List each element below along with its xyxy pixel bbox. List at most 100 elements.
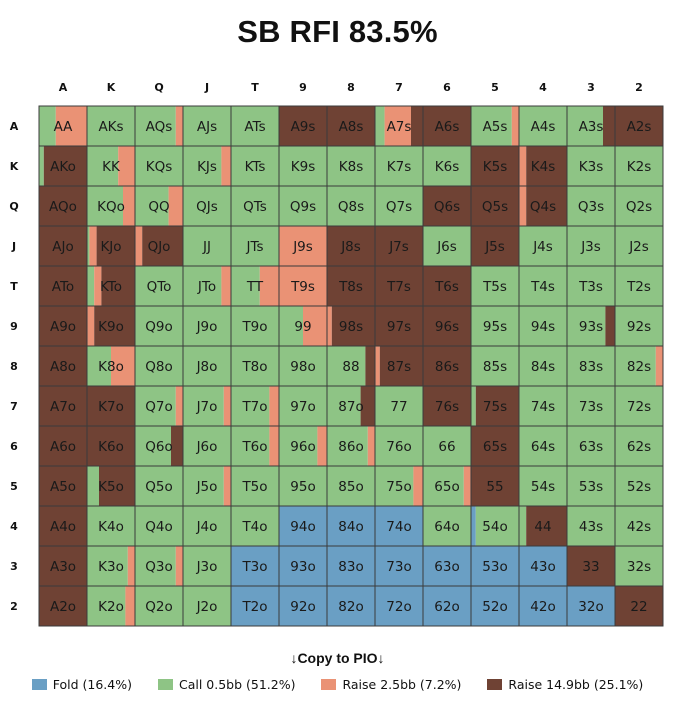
hand-cell-T2o[interactable]: T2o <box>230 585 280 627</box>
hand-cell-K8s[interactable]: K8s <box>326 145 376 187</box>
hand-cell-AQo[interactable]: AQo <box>38 185 88 227</box>
hand-cell-42s[interactable]: 42s <box>614 505 664 547</box>
hand-cell-JJ[interactable]: JJ <box>182 225 232 267</box>
hand-cell-A5o[interactable]: A5o <box>38 465 88 507</box>
hand-cell-T7s[interactable]: T7s <box>374 265 424 307</box>
hand-cell-Q8s[interactable]: Q8s <box>326 185 376 227</box>
hand-cell-T8o[interactable]: T8o <box>230 345 280 387</box>
hand-cell-K4o[interactable]: K4o <box>86 505 136 547</box>
hand-cell-95s[interactable]: 95s <box>470 305 520 347</box>
hand-cell-K5s[interactable]: K5s <box>470 145 520 187</box>
hand-cell-ATs[interactable]: ATs <box>230 105 280 147</box>
hand-cell-AJs[interactable]: AJs <box>182 105 232 147</box>
hand-cell-53o[interactable]: 53o <box>470 545 520 587</box>
hand-cell-J2o[interactable]: J2o <box>182 585 232 627</box>
hand-cell-Q9o[interactable]: Q9o <box>134 305 184 347</box>
hand-cell-32s[interactable]: 32s <box>614 545 664 587</box>
hand-cell-93s[interactable]: 93s <box>566 305 616 347</box>
hand-cell-A7s[interactable]: A7s <box>374 105 424 147</box>
hand-cell-82s[interactable]: 82s <box>614 345 664 387</box>
hand-cell-KQo[interactable]: KQo <box>86 185 136 227</box>
hand-cell-J8o[interactable]: J8o <box>182 345 232 387</box>
hand-cell-92o[interactable]: 92o <box>278 585 328 627</box>
hand-cell-AJo[interactable]: AJo <box>38 225 88 267</box>
hand-cell-QJs[interactable]: QJs <box>182 185 232 227</box>
hand-cell-65s[interactable]: 65s <box>470 425 520 467</box>
hand-cell-86o[interactable]: 86o <box>326 425 376 467</box>
hand-cell-J4o[interactable]: J4o <box>182 505 232 547</box>
hand-cell-A2o[interactable]: A2o <box>38 585 88 627</box>
hand-cell-66[interactable]: 66 <box>422 425 472 467</box>
hand-cell-74s[interactable]: 74s <box>518 385 568 427</box>
hand-cell-K5o[interactable]: K5o <box>86 465 136 507</box>
hand-cell-Q7s[interactable]: Q7s <box>374 185 424 227</box>
hand-cell-J2s[interactable]: J2s <box>614 225 664 267</box>
hand-cell-J8s[interactable]: J8s <box>326 225 376 267</box>
hand-cell-A9o[interactable]: A9o <box>38 305 88 347</box>
hand-cell-A3o[interactable]: A3o <box>38 545 88 587</box>
hand-cell-74o[interactable]: 74o <box>374 505 424 547</box>
hand-cell-Q8o[interactable]: Q8o <box>134 345 184 387</box>
hand-cell-97s[interactable]: 97s <box>374 305 424 347</box>
hand-cell-75o[interactable]: 75o <box>374 465 424 507</box>
hand-cell-Q2s[interactable]: Q2s <box>614 185 664 227</box>
hand-cell-53s[interactable]: 53s <box>566 465 616 507</box>
hand-cell-98o[interactable]: 98o <box>278 345 328 387</box>
hand-cell-32o[interactable]: 32o <box>566 585 616 627</box>
hand-cell-64o[interactable]: 64o <box>422 505 472 547</box>
hand-cell-A8o[interactable]: A8o <box>38 345 88 387</box>
copy-to-pio-button[interactable]: ↓Copy to PIO↓ <box>290 650 385 666</box>
hand-cell-K4s[interactable]: K4s <box>518 145 568 187</box>
hand-cell-J3s[interactable]: J3s <box>566 225 616 267</box>
hand-cell-A6o[interactable]: A6o <box>38 425 88 467</box>
hand-cell-J5s[interactable]: J5s <box>470 225 520 267</box>
hand-cell-T6s[interactable]: T6s <box>422 265 472 307</box>
hand-cell-T9o[interactable]: T9o <box>230 305 280 347</box>
hand-cell-63s[interactable]: 63s <box>566 425 616 467</box>
hand-cell-Q6o[interactable]: Q6o <box>134 425 184 467</box>
hand-cell-K8o[interactable]: K8o <box>86 345 136 387</box>
hand-cell-A9s[interactable]: A9s <box>278 105 328 147</box>
hand-cell-73s[interactable]: 73s <box>566 385 616 427</box>
hand-cell-ATo[interactable]: ATo <box>38 265 88 307</box>
hand-cell-J6s[interactable]: J6s <box>422 225 472 267</box>
hand-cell-K7s[interactable]: K7s <box>374 145 424 187</box>
hand-cell-TT[interactable]: TT <box>230 265 280 307</box>
hand-cell-84o[interactable]: 84o <box>326 505 376 547</box>
hand-cell-J7o[interactable]: J7o <box>182 385 232 427</box>
hand-cell-T6o[interactable]: T6o <box>230 425 280 467</box>
hand-cell-AKs[interactable]: AKs <box>86 105 136 147</box>
hand-cell-87o[interactable]: 87o <box>326 385 376 427</box>
hand-cell-T5s[interactable]: T5s <box>470 265 520 307</box>
hand-cell-K2s[interactable]: K2s <box>614 145 664 187</box>
hand-cell-K6s[interactable]: K6s <box>422 145 472 187</box>
hand-cell-A4s[interactable]: A4s <box>518 105 568 147</box>
hand-cell-J7s[interactable]: J7s <box>374 225 424 267</box>
hand-cell-83s[interactable]: 83s <box>566 345 616 387</box>
hand-cell-AKo[interactable]: AKo <box>38 145 88 187</box>
hand-cell-JTs[interactable]: JTs <box>230 225 280 267</box>
hand-cell-K7o[interactable]: K7o <box>86 385 136 427</box>
hand-cell-87s[interactable]: 87s <box>374 345 424 387</box>
hand-cell-75s[interactable]: 75s <box>470 385 520 427</box>
hand-cell-KQs[interactable]: KQs <box>134 145 184 187</box>
hand-cell-96o[interactable]: 96o <box>278 425 328 467</box>
hand-cell-JTo[interactable]: JTo <box>182 265 232 307</box>
hand-cell-A8s[interactable]: A8s <box>326 105 376 147</box>
hand-cell-Q5s[interactable]: Q5s <box>470 185 520 227</box>
hand-cell-T7o[interactable]: T7o <box>230 385 280 427</box>
hand-cell-54o[interactable]: 54o <box>470 505 520 547</box>
hand-cell-62s[interactable]: 62s <box>614 425 664 467</box>
hand-cell-65o[interactable]: 65o <box>422 465 472 507</box>
hand-cell-Q7o[interactable]: Q7o <box>134 385 184 427</box>
hand-cell-Q6s[interactable]: Q6s <box>422 185 472 227</box>
hand-cell-42o[interactable]: 42o <box>518 585 568 627</box>
hand-cell-85o[interactable]: 85o <box>326 465 376 507</box>
hand-cell-K9s[interactable]: K9s <box>278 145 328 187</box>
hand-cell-92s[interactable]: 92s <box>614 305 664 347</box>
hand-cell-96s[interactable]: 96s <box>422 305 472 347</box>
hand-cell-KTo[interactable]: KTo <box>86 265 136 307</box>
hand-cell-84s[interactable]: 84s <box>518 345 568 387</box>
hand-cell-72s[interactable]: 72s <box>614 385 664 427</box>
hand-cell-82o[interactable]: 82o <box>326 585 376 627</box>
